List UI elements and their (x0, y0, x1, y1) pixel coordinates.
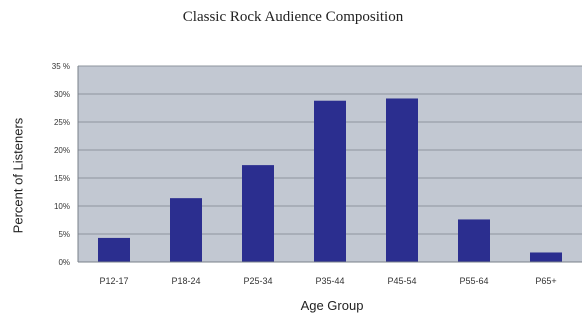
y-tick-label: 25% (54, 118, 70, 127)
x-tick-label: P55-64 (459, 276, 488, 286)
bar (530, 252, 562, 262)
bar (98, 237, 130, 262)
x-tick-label: P65+ (535, 276, 556, 286)
bar (242, 165, 274, 262)
x-tick-label: P18-24 (171, 276, 200, 286)
x-tick-label: P25-34 (243, 276, 272, 286)
y-tick-label: 20% (54, 146, 70, 155)
bar (170, 198, 202, 262)
bar (314, 100, 346, 262)
x-axis-label: Age Group (300, 298, 364, 313)
y-tick-label: 0% (58, 258, 70, 267)
x-tick-label: P45-54 (387, 276, 416, 286)
y-tick-label: 15% (54, 174, 70, 183)
bar (386, 98, 418, 262)
x-tick-label: P12-17 (99, 276, 128, 286)
y-tick-label: 30% (54, 90, 70, 99)
y-tick-label: 5% (58, 230, 70, 239)
chart-title: Classic Rock Audience Composition (182, 9, 404, 25)
y-tick-label: 35 % (52, 62, 70, 71)
y-tick-label: 10% (54, 202, 70, 211)
x-tick-label: P35-44 (315, 276, 344, 286)
bar (458, 219, 490, 262)
